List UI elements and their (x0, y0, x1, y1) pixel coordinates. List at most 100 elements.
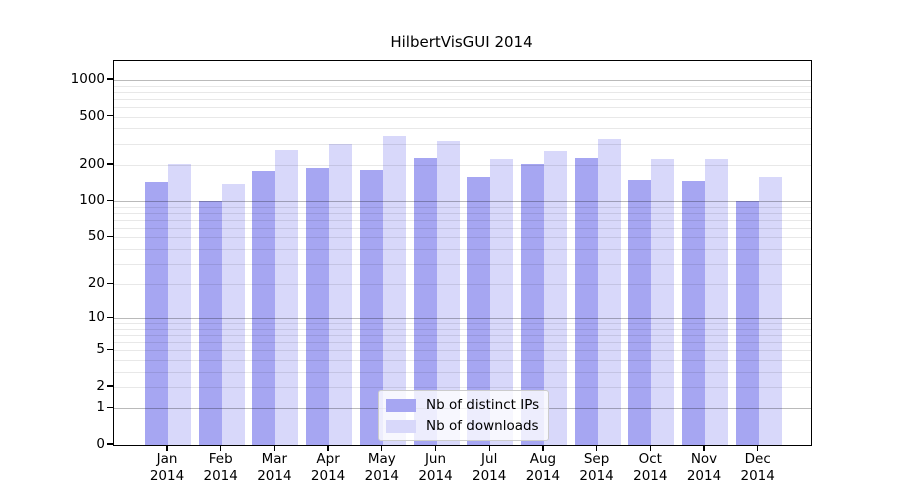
bar-downloads-jul (490, 158, 514, 445)
minor-gridline-50 (114, 237, 811, 239)
bar-distinct-ips-oct (628, 180, 652, 445)
y-tick-20 (107, 282, 113, 284)
x-tick-jul (488, 445, 490, 451)
bar-downloads-apr (329, 143, 353, 445)
x-tick-month-oct: Oct (638, 451, 662, 467)
y-tick-label-0: 0 (96, 436, 105, 452)
x-tick-sep (595, 445, 598, 451)
major-gridline-100 (114, 201, 811, 203)
x-tick-oct (649, 445, 651, 451)
minor-gridline-7 (114, 335, 811, 337)
minor-gridline-3 (114, 371, 811, 373)
y-tick-label-200: 200 (79, 155, 105, 172)
x-tick-month-sep: Sep (583, 451, 610, 467)
x-tick-jan (166, 445, 168, 451)
x-tick-year-jan: 2014 (149, 468, 185, 484)
minor-gridline-9 (114, 323, 811, 325)
y-tick-label-1: 1 (96, 399, 105, 416)
bar-distinct-ips-jul (467, 176, 491, 445)
x-tick-year-mar: 2014 (257, 468, 292, 484)
minor-gridline-4 (114, 360, 811, 361)
x-tick-month-may: May (367, 451, 396, 467)
y-tick-200 (107, 163, 113, 165)
legend: Nb of distinct IPs Nb of downloads (378, 390, 550, 441)
x-tick-label-mar: Mar 2014 (239, 451, 309, 485)
x-tick-month-feb: Feb (208, 451, 233, 467)
x-tick-label-oct: Oct 2014 (615, 451, 685, 485)
x-tick-feb (220, 445, 222, 451)
minor-gridline-90 (114, 206, 811, 208)
x-tick-dec (757, 445, 759, 451)
minor-gridline-8 (114, 328, 811, 330)
bar-distinct-ips-mar (252, 171, 276, 445)
x-tick-may (381, 445, 383, 451)
y-tick-label-20: 20 (87, 275, 105, 292)
x-tick-year-nov: 2014 (686, 468, 722, 484)
bar-downloads-nov (705, 158, 728, 445)
x-tick-label-feb: Feb 2014 (186, 451, 256, 485)
y-tick-2 (107, 385, 113, 387)
x-tick-year-may: 2014 (364, 468, 399, 484)
y-tick-50 (107, 235, 113, 238)
plot-area (113, 60, 812, 446)
minor-gridline-6 (114, 342, 811, 344)
bar-downloads-may (382, 135, 406, 445)
legend-row-downloads: Nb of downloads (386, 418, 539, 434)
minor-gridline-30 (114, 263, 811, 265)
x-tick-month-apr: Apr (316, 451, 340, 467)
legend-swatch-distinct-ips (386, 398, 416, 412)
x-tick-year-feb: 2014 (203, 468, 238, 484)
x-tick-nov (703, 445, 705, 451)
minor-gridline-20 (114, 284, 811, 286)
minor-gridline-5 (114, 350, 811, 352)
legend-label-downloads: Nb of downloads (426, 418, 539, 434)
x-tick-label-nov: Nov 2014 (669, 451, 739, 485)
bar-distinct-ips-sep (574, 157, 598, 445)
y-tick-label-500: 500 (79, 107, 105, 124)
x-tick-label-dec: Dec 2014 (723, 451, 793, 485)
bar-downloads-feb (221, 183, 245, 445)
y-tick-label-2: 2 (96, 377, 105, 394)
major-gridline-1000 (114, 80, 811, 82)
bar-distinct-ips-jan (145, 181, 168, 445)
x-tick-year-jul: 2014 (472, 468, 507, 484)
y-tick-0 (107, 443, 113, 445)
x-tick-year-apr: 2014 (310, 468, 346, 484)
minor-gridline-2 (114, 386, 811, 388)
x-tick-apr (327, 445, 329, 451)
y-tick-label-100: 100 (79, 192, 105, 209)
y-tick-5 (107, 348, 113, 351)
bar-distinct-ips-apr (306, 168, 330, 445)
y-tick-1000 (107, 78, 113, 80)
x-tick-month-dec: Dec (744, 451, 771, 467)
minor-gridline-60 (114, 227, 811, 229)
x-tick-year-dec: 2014 (740, 468, 775, 484)
y-tick-label-5: 5 (96, 341, 105, 358)
y-tick-1 (107, 406, 113, 409)
x-tick-label-jan: Jan 2014 (132, 451, 202, 485)
bar-distinct-ips-aug (520, 164, 544, 445)
minor-gridline-80 (114, 212, 811, 214)
y-tick-10 (107, 316, 113, 319)
x-tick-year-sep: 2014 (579, 468, 614, 484)
minor-gridline-700 (114, 98, 811, 100)
x-tick-aug (542, 445, 544, 451)
x-tick-label-may: May 2014 (347, 451, 417, 485)
bar-downloads-jun (436, 141, 460, 445)
chart-title: HilbertVisGUI 2014 (390, 33, 533, 51)
y-tick-label-50: 50 (87, 228, 105, 245)
x-tick-month-nov: Nov (690, 451, 718, 467)
y-tick-500 (107, 114, 113, 117)
x-tick-label-apr: Apr 2014 (293, 451, 363, 485)
x-tick-label-aug: Aug 2014 (508, 451, 578, 485)
bar-downloads-jan (168, 163, 191, 445)
minor-gridline-200 (114, 164, 811, 166)
minor-gridline-900 (114, 85, 811, 87)
bar-downloads-oct (651, 158, 675, 445)
bar-downloads-mar (275, 150, 299, 445)
x-tick-month-mar: Mar (261, 451, 288, 467)
minor-gridline-500 (114, 116, 811, 118)
y-tick-label-10: 10 (87, 309, 105, 326)
bar-downloads-aug (543, 150, 567, 445)
